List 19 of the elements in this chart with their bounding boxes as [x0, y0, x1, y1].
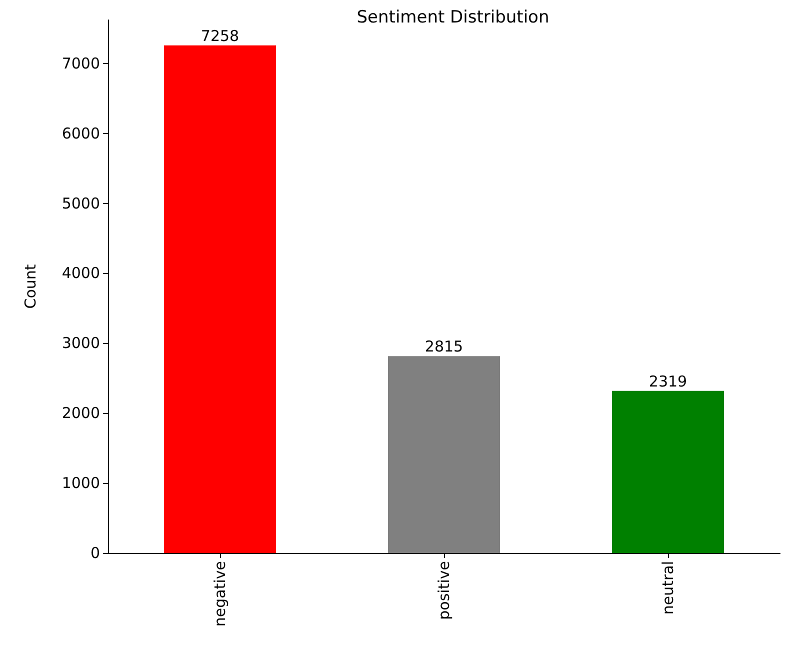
chart-title: Sentiment Distribution [356, 8, 550, 28]
y-tick-label: 1000 [62, 474, 100, 492]
y-tick-label: 0 [90, 544, 100, 562]
y-tick-label: 5000 [62, 194, 100, 212]
bar [388, 356, 500, 553]
y-tick-label: 3000 [62, 334, 100, 352]
y-tick-label: 6000 [62, 124, 100, 142]
bar [164, 45, 276, 553]
y-tick-label: 2000 [62, 404, 100, 422]
x-tick-label: positive [435, 561, 453, 620]
data-label: 2319 [648, 372, 688, 390]
y-axis-title: Count [22, 264, 40, 309]
x-tick-label: negative [211, 561, 229, 627]
x-tick-label: neutral [659, 561, 677, 615]
y-tick-label: 4000 [62, 264, 100, 282]
data-label: 2815 [424, 338, 464, 356]
data-label: 7258 [200, 26, 240, 45]
y-tick-label: 7000 [62, 54, 100, 72]
bar [612, 390, 724, 553]
